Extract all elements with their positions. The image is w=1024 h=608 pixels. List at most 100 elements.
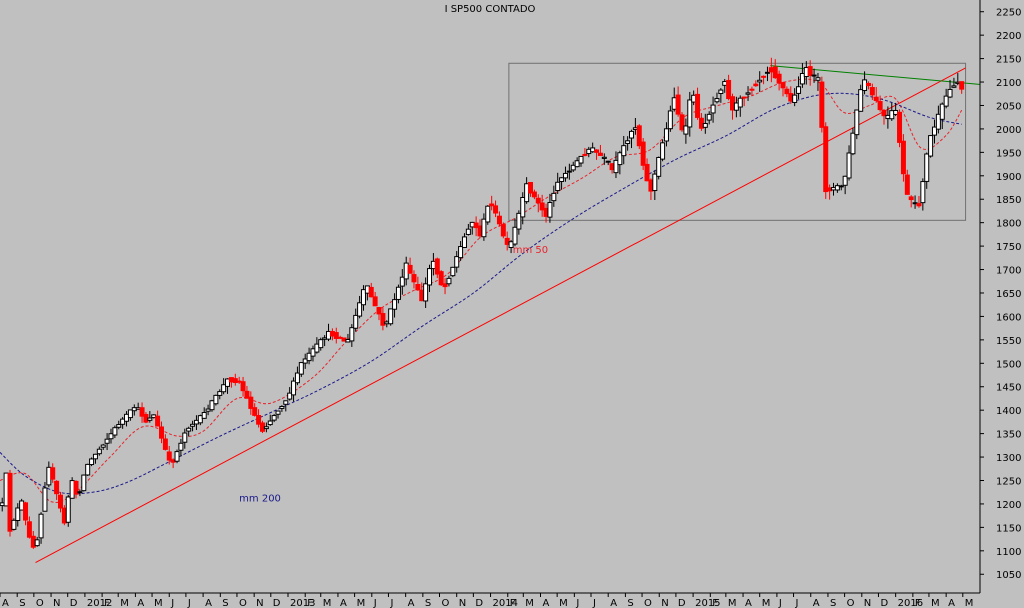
- x-tick-label: S: [830, 598, 836, 608]
- candle-body: [601, 156, 607, 159]
- candle: [881, 109, 887, 125]
- candle-body: [873, 96, 879, 101]
- candle-body: [158, 426, 164, 439]
- candle: [158, 421, 164, 444]
- candlestick-group: [0, 57, 965, 549]
- candle: [298, 362, 304, 377]
- candle-body: [232, 378, 238, 384]
- x-tick-label: J: [592, 598, 596, 608]
- candle-body: [916, 203, 922, 207]
- candle: [357, 295, 363, 319]
- candle: [640, 138, 646, 171]
- x-tick-label: J: [389, 598, 393, 608]
- candle: [65, 494, 71, 527]
- y-tick-label: 1350: [996, 430, 1021, 441]
- candle-body: [687, 99, 693, 128]
- candle-body: [399, 276, 405, 287]
- candle: [127, 409, 133, 421]
- candle-body: [834, 185, 840, 191]
- candle-body: [197, 415, 203, 424]
- annotation-label: mm 200: [239, 494, 281, 505]
- candle: [248, 391, 254, 415]
- candle-body: [663, 128, 669, 142]
- moving-average-mm50: [0, 78, 963, 503]
- candle: [834, 183, 840, 193]
- x-tick-label: A: [813, 598, 820, 608]
- candle: [737, 95, 743, 117]
- candle: [500, 222, 506, 239]
- candle: [442, 278, 448, 295]
- candle: [838, 184, 844, 191]
- candle: [38, 512, 44, 544]
- candle: [349, 324, 355, 347]
- candle: [450, 266, 456, 278]
- candle-body: [644, 163, 650, 182]
- candle-body: [496, 215, 502, 225]
- candle: [582, 147, 588, 157]
- candle: [190, 420, 196, 432]
- candle: [454, 251, 460, 273]
- candle: [644, 158, 650, 182]
- x-tick-label: A: [2, 598, 9, 608]
- candle-body: [155, 415, 161, 427]
- candle-body: [792, 94, 798, 103]
- candle-body: [116, 424, 122, 428]
- y-tick-label: 1550: [996, 336, 1021, 347]
- x-tick-label: J: [778, 598, 782, 608]
- candle-body: [741, 96, 747, 99]
- candle-body: [485, 205, 491, 223]
- candle: [209, 399, 215, 412]
- candle: [100, 443, 106, 450]
- candle-body: [489, 203, 495, 207]
- candle: [531, 189, 537, 200]
- candle-body: [908, 196, 914, 201]
- y-tick-label: 2000: [996, 125, 1021, 136]
- x-tick-label: N: [661, 598, 668, 608]
- candle-body: [42, 487, 48, 512]
- candle: [104, 433, 110, 451]
- candle-body: [667, 110, 673, 130]
- candle-body: [512, 226, 518, 245]
- candle: [687, 91, 693, 137]
- candle: [873, 87, 879, 102]
- candle-body: [799, 73, 805, 85]
- candle-body: [26, 521, 32, 538]
- candle-body: [695, 93, 701, 118]
- candle-body: [388, 308, 394, 325]
- candle: [54, 480, 60, 500]
- candle-body: [780, 82, 786, 89]
- candle: [574, 157, 580, 168]
- candle-body: [458, 246, 464, 259]
- candle: [823, 122, 829, 199]
- candle: [7, 469, 13, 537]
- y-tick-label: 1500: [996, 359, 1021, 370]
- consolidation-box: [508, 62, 967, 221]
- candle-body: [50, 467, 56, 480]
- candle: [807, 60, 813, 86]
- candle: [695, 87, 701, 120]
- candle: [57, 491, 63, 513]
- candle: [423, 277, 429, 308]
- candle-body: [594, 149, 600, 153]
- candle-body: [252, 407, 258, 416]
- candle-body: [166, 451, 172, 461]
- candle: [745, 86, 751, 101]
- candle: [706, 111, 712, 125]
- x-tick-label: 2013: [290, 598, 315, 608]
- candle: [928, 135, 934, 158]
- candle: [578, 155, 584, 167]
- x-tick-label: J: [373, 598, 377, 608]
- candle-body: [629, 130, 635, 139]
- candle: [897, 109, 903, 148]
- candle: [34, 536, 40, 547]
- candle: [858, 84, 864, 112]
- candle: [652, 170, 658, 201]
- candle: [407, 257, 413, 274]
- candle-body: [85, 463, 91, 476]
- candle: [162, 434, 168, 451]
- candle: [473, 216, 479, 237]
- candle-body: [279, 405, 285, 409]
- candle-body: [679, 114, 685, 131]
- candle-body: [92, 453, 98, 460]
